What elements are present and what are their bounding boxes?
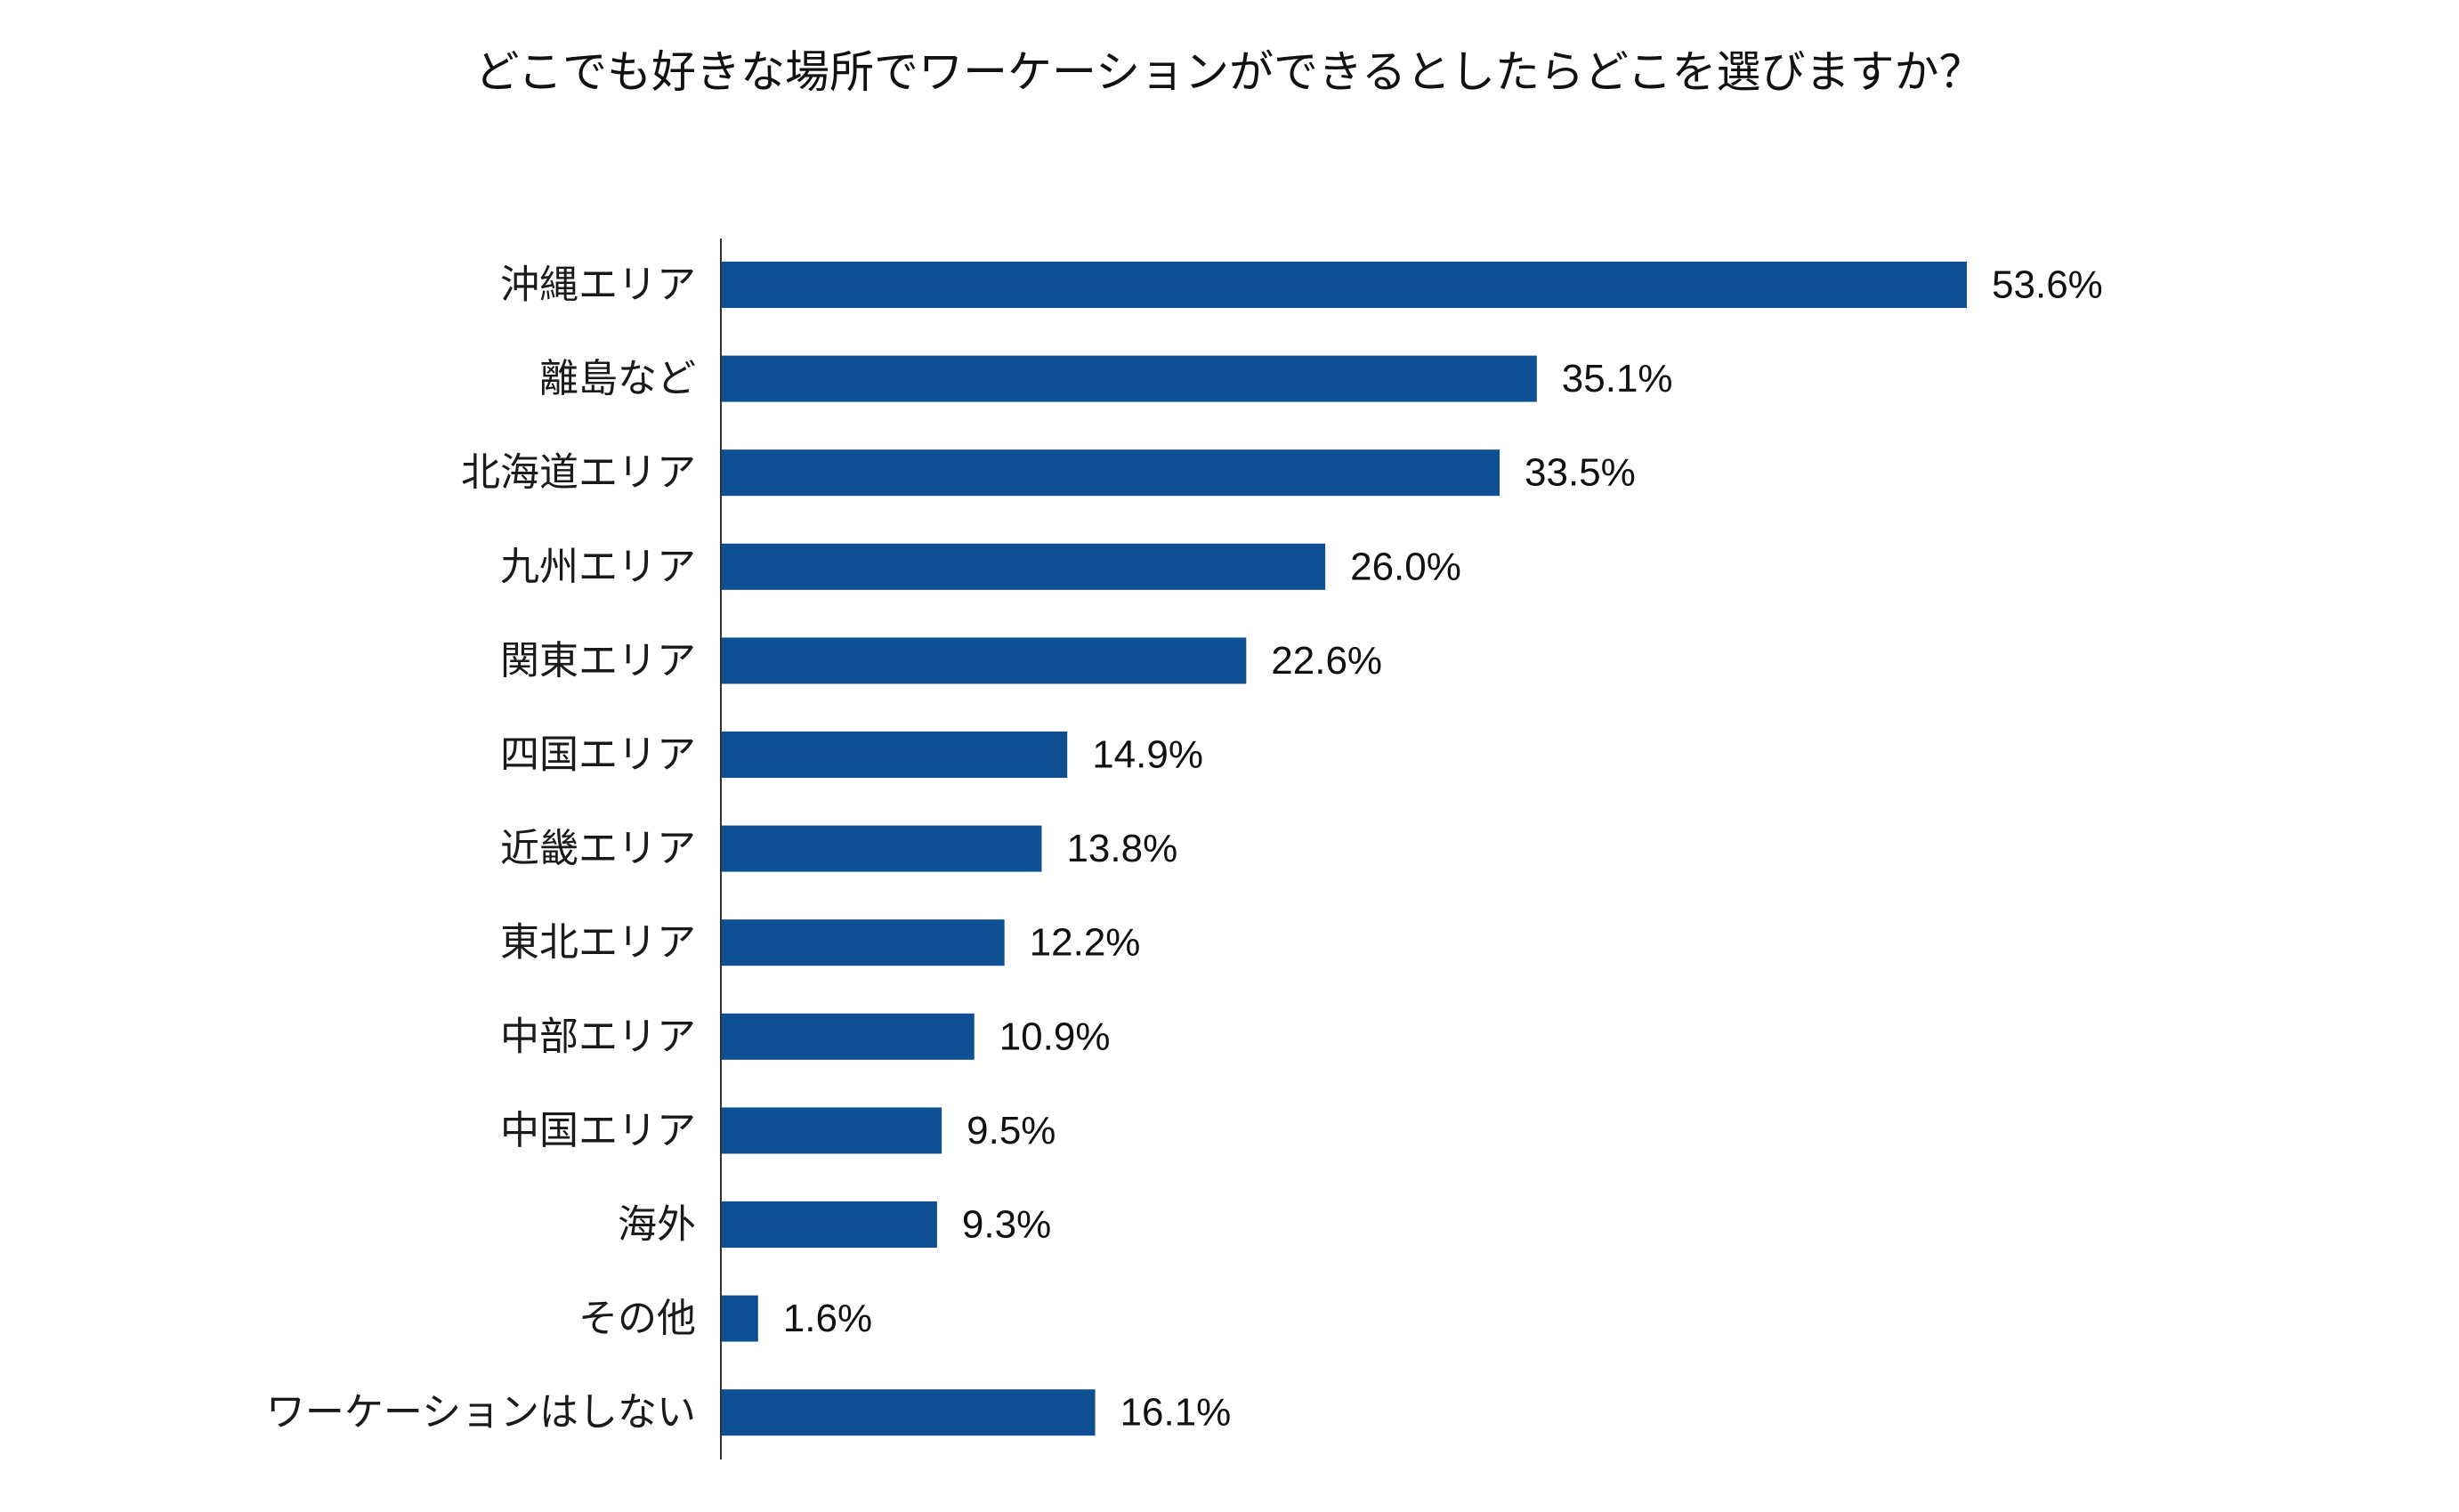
category-label: 中部エリア <box>500 1014 696 1059</box>
bar <box>721 449 1500 497</box>
bar <box>721 732 1068 778</box>
value-label: 1.6% <box>783 1297 872 1340</box>
bar <box>721 919 1005 966</box>
bar <box>721 1013 975 1060</box>
bar <box>721 543 1326 590</box>
value-label: 53.6% <box>1992 263 2103 307</box>
bar <box>721 1107 942 1154</box>
bar <box>721 825 1042 872</box>
bar <box>721 637 1247 684</box>
bar <box>721 1389 1096 1436</box>
value-label: 22.6% <box>1271 639 1382 683</box>
bar <box>721 1201 937 1248</box>
category-label: 近畿エリア <box>500 826 696 871</box>
value-label: 14.9% <box>1092 733 1203 777</box>
value-label: 12.2% <box>1030 921 1141 965</box>
value-label: 26.0% <box>1350 545 1461 588</box>
bars-group: 沖縄エリア 53.6% 離島など 35.1% 北海道エリア 33.5% 九州エリア 26.0%… <box>266 262 2103 1436</box>
value-label: 9.5% <box>967 1109 1056 1152</box>
category-label: 東北エリア <box>500 920 696 966</box>
category-label: 北海道エリア <box>461 450 696 496</box>
category-label: 中国エリア <box>500 1108 696 1153</box>
value-label: 10.9% <box>999 1015 1111 1058</box>
category-label: 離島など <box>539 356 696 401</box>
category-label: 沖縄エリア <box>500 263 696 308</box>
value-label: 33.5% <box>1525 451 1636 495</box>
value-label: 13.8% <box>1066 827 1177 870</box>
category-label: 四国エリア <box>500 732 696 778</box>
category-label: その他 <box>578 1296 696 1341</box>
value-label: 35.1% <box>1562 357 1673 400</box>
category-label: ワーケーションはしない <box>266 1390 696 1435</box>
bar <box>721 355 1537 402</box>
category-label: 海外 <box>618 1202 696 1248</box>
bar <box>721 262 1968 308</box>
category-label: 九州エリア <box>500 544 696 589</box>
bar <box>721 1295 758 1342</box>
value-label: 9.3% <box>962 1203 1051 1247</box>
chart-title: どこでも好きな場所でワーケーションができるとしたらどこを選びますか？ <box>475 46 1984 98</box>
value-label: 16.1% <box>1120 1391 1232 1435</box>
category-label: 関東エリア <box>500 638 696 683</box>
